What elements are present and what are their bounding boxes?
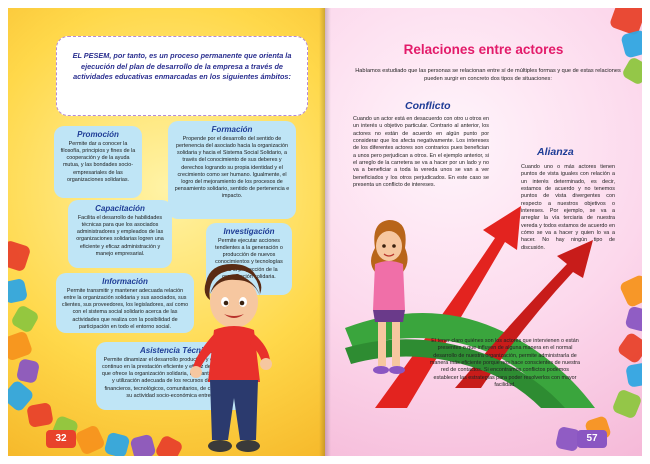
- puzzle-piece-decoration: [620, 55, 642, 87]
- intro-box: EL PESEM, por tanto, es un proceso perma…: [56, 36, 308, 116]
- page-title: Relaciones entre actores: [403, 42, 564, 57]
- puzzle-piece-decoration: [15, 358, 41, 384]
- right-page: Relaciones entre actores Habíamos estudi…: [325, 8, 642, 456]
- puzzle-piece-decoration: [8, 239, 32, 273]
- card-title: Asistencia Técnica: [139, 346, 213, 355]
- card-title: Información: [102, 277, 148, 286]
- puzzle-piece-decoration: [625, 362, 642, 388]
- girl-character-illustration: [371, 220, 408, 374]
- card-title: Promoción: [77, 130, 119, 139]
- puzzle-piece-decoration: [74, 424, 106, 456]
- card-text: Propende por el desarrollo del sentido d…: [174, 136, 290, 199]
- conflicto-heading: Conflicto: [405, 100, 451, 112]
- puzzle-piece-decoration: [129, 433, 157, 456]
- puzzle-piece-decoration: [618, 273, 642, 309]
- card-text: Permite dar a conocer la filosofía, prin…: [60, 141, 136, 183]
- page-number: 32: [46, 430, 76, 448]
- puzzle-piece-decoration: [9, 303, 41, 335]
- closing-text: El tener claro quiénes son los actores q…: [429, 338, 581, 389]
- book-spread: EL PESEM, por tanto, es un proceso perma…: [8, 8, 642, 456]
- alianza-text: Cuando uno o más actores tienen puntos d…: [521, 164, 615, 251]
- left-page: EL PESEM, por tanto, es un proceso perma…: [8, 8, 325, 456]
- card-formacion: Formación Propende por el desarrollo del…: [168, 121, 296, 219]
- card-title: Investigación: [223, 227, 275, 236]
- puzzle-piece-decoration: [154, 434, 184, 456]
- page-number: 57: [577, 430, 607, 448]
- card-title: Capacitación: [95, 204, 145, 213]
- card-capacitacion: Capacitación Facilita el desarrollo de h…: [68, 200, 172, 268]
- card-informacion: Información Permite transmitir y mantene…: [56, 273, 194, 333]
- boy-character-illustration: [190, 264, 272, 452]
- book-gutter: [319, 8, 331, 456]
- card-text: Permite dinamizar el desarrollo producti…: [101, 357, 251, 399]
- alianza-heading: Alianza: [537, 146, 574, 158]
- card-text: Permite transmitir y mantener adecuada r…: [61, 288, 189, 330]
- intro-text: EL PESEM, por tanto, es un proceso perma…: [72, 51, 292, 82]
- puzzle-piece-decoration: [624, 305, 642, 333]
- card-title: Formación: [211, 125, 253, 134]
- conflicto-text: Cuando un actor está en desacuerdo con o…: [353, 116, 489, 189]
- intro-text: Habíamos estudiado que las personas se r…: [355, 68, 621, 82]
- card-text: Facilita el desarrollo de habilidades té…: [76, 215, 164, 257]
- puzzle-piece-decoration: [616, 331, 642, 365]
- puzzle-piece-decoration: [103, 431, 131, 456]
- puzzle-piece-decoration: [8, 277, 29, 305]
- puzzle-piece-decoration: [611, 388, 642, 420]
- puzzle-piece-decoration: [26, 402, 54, 428]
- card-promocion: Promoción Permite dar a conocer la filos…: [54, 126, 142, 198]
- puzzle-piece-decoration: [8, 330, 34, 362]
